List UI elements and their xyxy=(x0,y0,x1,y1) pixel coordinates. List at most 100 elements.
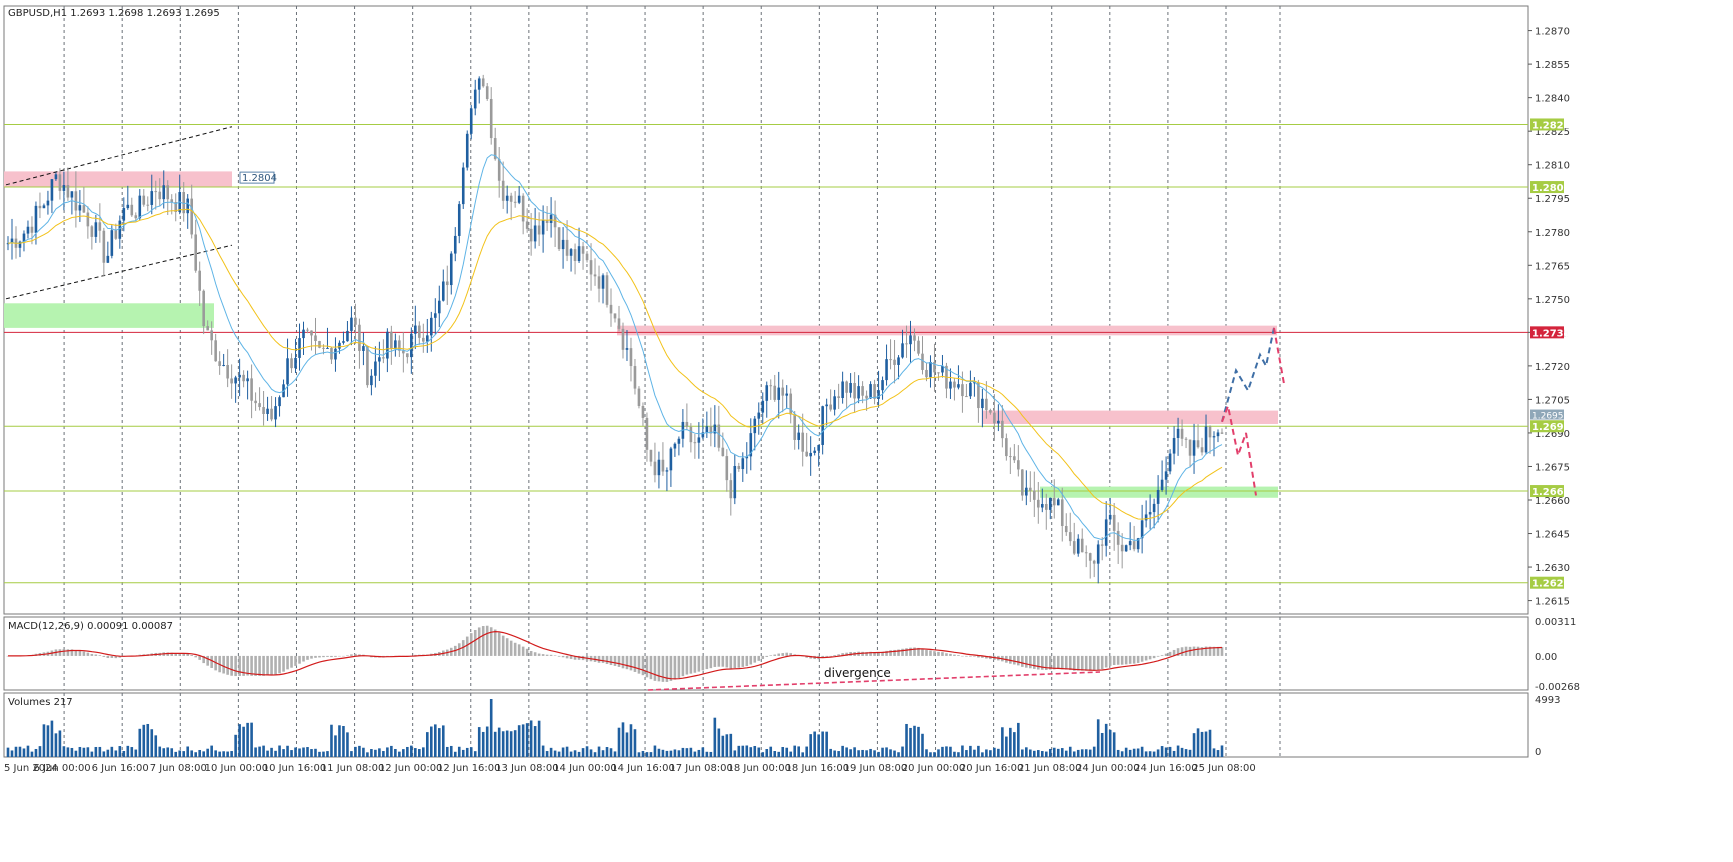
candle-body xyxy=(1216,432,1220,437)
macd-hist-bar xyxy=(1068,655,1072,671)
candle-body xyxy=(745,456,749,459)
volume-bar xyxy=(346,732,349,757)
volume-bar xyxy=(941,746,944,757)
volume-bar xyxy=(465,747,469,757)
volume-bar xyxy=(953,751,956,757)
macd-hist-bar xyxy=(477,627,481,656)
volume-bar xyxy=(905,723,908,757)
volume-bar xyxy=(605,747,609,757)
candle-body xyxy=(350,317,353,331)
channel-label-box xyxy=(239,171,275,184)
volume-bar xyxy=(1037,750,1040,757)
candle-body xyxy=(334,348,337,360)
macd-hist-bar xyxy=(481,626,485,656)
volume-bar xyxy=(50,720,54,757)
volume-bar xyxy=(781,747,785,757)
volume-bar xyxy=(721,735,725,757)
macd-hist-bar xyxy=(1056,655,1060,669)
volume-bar xyxy=(697,749,701,757)
macd-hist-bar xyxy=(242,655,245,676)
macd-hist-bar xyxy=(354,653,357,656)
volume-bar xyxy=(402,749,405,757)
candle-body xyxy=(106,255,110,263)
volume-bar xyxy=(18,746,22,757)
macd-hist-bar xyxy=(1188,646,1192,656)
volume-bar xyxy=(669,750,673,757)
volume-bar xyxy=(1188,749,1192,757)
price-level-tag xyxy=(1530,420,1564,433)
macd-hist-bar xyxy=(90,653,94,656)
macd-hist-bar xyxy=(258,655,261,676)
volume-bar xyxy=(1048,748,1052,757)
candle-body xyxy=(1208,426,1212,438)
macd-hist-bar xyxy=(342,655,345,657)
macd-hist-bar xyxy=(318,655,321,658)
candle-body xyxy=(138,195,142,219)
candle-body xyxy=(274,406,277,420)
candle-body xyxy=(561,239,565,250)
volume-bar xyxy=(549,747,553,757)
volume-bar xyxy=(58,730,62,757)
macd-hist-bar xyxy=(206,655,209,666)
volume-bar xyxy=(1196,728,1200,757)
macd-hist-bar xyxy=(601,655,605,663)
volume-bar xyxy=(54,733,58,757)
macd-hist-bar xyxy=(969,655,972,657)
volume-bar xyxy=(481,731,485,757)
macd-hist-bar xyxy=(1116,655,1120,665)
candle-body xyxy=(330,347,333,360)
macd-hist-bar xyxy=(805,655,808,658)
candle-body xyxy=(929,361,932,378)
volume-bar xyxy=(797,746,800,757)
volume-bar xyxy=(286,745,289,757)
candle-body xyxy=(873,384,876,399)
macd-hist-bar xyxy=(6,655,10,657)
volume-bar xyxy=(777,751,781,757)
macd-hist-bar xyxy=(761,655,765,659)
candle-body xyxy=(593,274,597,277)
candle-body xyxy=(553,214,557,228)
macd-hist-bar xyxy=(274,655,277,675)
volume-bar xyxy=(765,749,769,757)
candle-body xyxy=(905,343,908,345)
candle-body xyxy=(38,205,42,209)
macd-hist-bar xyxy=(114,655,118,659)
volume-bar xyxy=(306,747,309,757)
macd-hist-bar xyxy=(633,655,637,672)
macd-hist-bar xyxy=(925,650,928,656)
candle-body xyxy=(226,365,229,379)
candle-body xyxy=(1040,504,1044,508)
candle-body xyxy=(773,385,777,400)
candle-body xyxy=(881,380,884,391)
candle-body xyxy=(1168,453,1172,472)
candle-body xyxy=(366,346,369,386)
candle-body xyxy=(58,174,62,191)
macd-hist-bar xyxy=(689,655,693,674)
candle-body xyxy=(1200,447,1204,453)
candle-body xyxy=(402,350,405,354)
volume-bar xyxy=(98,746,102,757)
candle-body xyxy=(134,215,138,219)
volume-bar xyxy=(1184,749,1188,757)
candle-body xyxy=(629,348,633,367)
volume-bar xyxy=(881,747,884,757)
macd-hist-bar xyxy=(537,653,541,656)
candle-body xyxy=(769,385,773,387)
candle-body xyxy=(1080,538,1084,553)
volume-bar xyxy=(70,747,74,757)
volume-bar xyxy=(46,725,50,757)
candle-body xyxy=(1092,560,1096,564)
volume-bar xyxy=(993,747,996,757)
price-level-label: 1.2693 xyxy=(1532,422,1571,433)
volume-bar xyxy=(1092,746,1096,757)
volume-bar xyxy=(981,752,984,757)
macd-hist-bar xyxy=(1140,655,1144,662)
macd-hist-bar xyxy=(322,655,325,658)
volume-bar xyxy=(809,734,812,757)
volume-bar xyxy=(218,751,221,757)
candle-body xyxy=(749,433,753,457)
main-pane xyxy=(3,5,1529,615)
macd-hist-bar xyxy=(625,655,629,670)
candle-body xyxy=(266,408,269,414)
macd-hist-bar xyxy=(685,655,689,675)
